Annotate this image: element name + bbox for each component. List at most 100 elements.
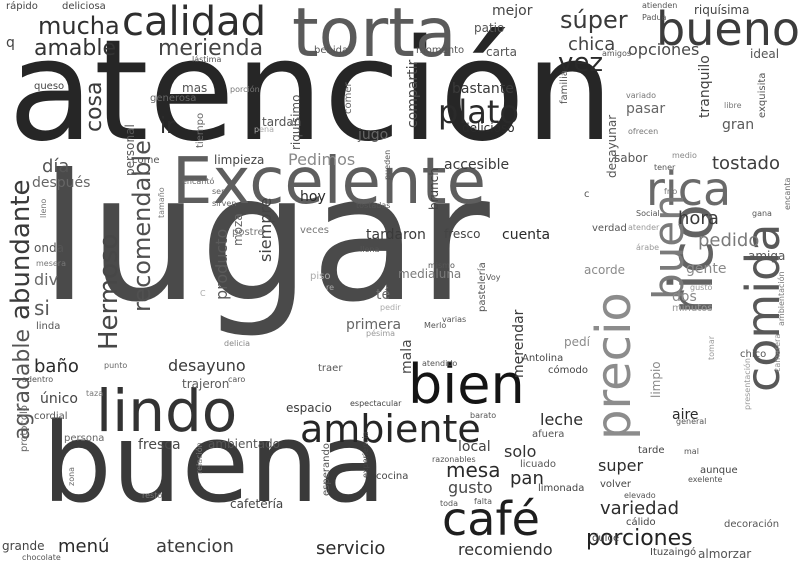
word-cuenta: cuenta — [502, 227, 551, 243]
word-medialuna: medialuna — [398, 267, 462, 281]
word-amable: amable — [34, 36, 117, 61]
word-pasar: pasar — [626, 101, 666, 117]
word-grande: grande — [2, 539, 45, 553]
word-medio: medio — [672, 151, 697, 160]
word-merlo: Merlo — [424, 321, 447, 330]
word-mucha: mucha — [38, 12, 120, 40]
word-precio: precio — [586, 292, 642, 440]
word-limonada: limonada — [538, 483, 585, 494]
word-tardaron: tardaron — [366, 227, 426, 243]
word-razonables: razonables — [432, 455, 476, 464]
word-caro: caro — [228, 375, 246, 384]
word-variado: variado — [626, 91, 657, 100]
word-c: C — [200, 289, 206, 298]
word-bueno: bueno — [656, 2, 800, 56]
word-exquisita: exquisita — [757, 72, 768, 118]
word-cordial: cordial — [34, 411, 68, 422]
word-dia: día — [42, 156, 70, 177]
word-desayuno: desayuno — [168, 356, 246, 375]
word-come: come — [132, 155, 160, 166]
word-fresca: fresca — [138, 437, 181, 453]
word-piso: piso — [310, 271, 331, 282]
word-torta: torta — [292, 0, 457, 73]
word-cocina: cocina — [376, 471, 409, 482]
word-onda: onda — [34, 241, 64, 255]
word-bien: bien — [408, 353, 525, 416]
word-libre: libre — [724, 101, 742, 110]
word-vez: vez — [558, 48, 604, 78]
word-tamano: tamaño — [157, 187, 166, 218]
word-leche: leche — [540, 410, 584, 429]
word-ambientacion: ambientación — [777, 271, 786, 326]
word-buena: buena — [42, 399, 387, 527]
word-gente: gente — [686, 261, 727, 277]
word-padua: Padua — [642, 13, 667, 22]
word-experiencia: experiencia — [361, 431, 370, 478]
word-resto: resto — [142, 491, 163, 500]
word-si: si — [34, 296, 50, 320]
word-ir: ir — [160, 114, 176, 139]
word-accesible: accesible — [444, 157, 510, 173]
word-servicio: servicio — [316, 538, 386, 559]
word-tarde: tarde — [638, 445, 665, 456]
word-super: super — [598, 456, 644, 475]
word-cafe: café — [442, 492, 540, 546]
word-lindo: lindo — [96, 377, 238, 445]
word-ambiente: ambiente — [300, 407, 481, 451]
word-punto: punto — [104, 361, 128, 370]
word-volver: volver — [600, 479, 631, 490]
word-espacio: espacio — [286, 401, 332, 415]
word-licuado: licuado — [520, 459, 556, 470]
word-pasteleria: pastelería — [477, 262, 488, 312]
word-almorzar: almorzar — [698, 547, 752, 561]
word-encanta: encanta — [783, 177, 792, 210]
word-hermoso: Hermoso — [94, 233, 124, 350]
word-gana: gana — [752, 209, 772, 218]
word-dulce: dulce — [592, 533, 620, 544]
word-limpieza: limpieza — [214, 153, 265, 167]
word-atencion: atención — [8, 10, 614, 173]
word-sabor: sabor — [614, 151, 648, 165]
word-rapido: rápido — [6, 1, 38, 12]
word-recomiendo: recomiendo — [458, 540, 553, 559]
word-riquisima: riquísima — [694, 3, 750, 17]
word-comodo: cómodo — [548, 365, 588, 376]
word-unico: único — [40, 391, 78, 407]
word-compartir: compartir — [405, 59, 421, 128]
word-aire: aire — [672, 407, 699, 423]
word-pueden: pueden — [383, 149, 392, 180]
word-re: re — [326, 283, 335, 292]
word-mal: mal — [684, 447, 699, 456]
word-momento: momento — [416, 45, 465, 56]
word-arabe: árabe — [636, 243, 660, 252]
word-personal: personal — [123, 124, 137, 176]
word-bebida: bebida — [314, 45, 349, 56]
word-chico: chico — [740, 349, 767, 360]
word-encanto: encantó — [182, 177, 215, 186]
word-tomar: tomar — [707, 335, 716, 360]
word-tostado: tostado — [712, 153, 780, 174]
word-voy: Voy — [486, 273, 501, 282]
word-mismo: mismo — [428, 261, 455, 270]
word-calido: cálido — [626, 517, 656, 528]
word-verdad: verdad — [592, 223, 627, 234]
word-atienden: atienden — [642, 1, 678, 10]
word-ser: ser — [212, 187, 225, 196]
word-sirven: sirven — [212, 199, 237, 208]
word-taza: taza — [86, 389, 104, 398]
word-chica: chica — [568, 34, 616, 55]
word-mala: mala — [399, 339, 415, 374]
word-deliciosa: deliciosa — [62, 1, 106, 12]
word-mesera: mesera — [36, 259, 66, 268]
word-amiga: amiga — [748, 249, 786, 263]
word-trajeron: trajeron — [182, 377, 230, 391]
word-pesima: pésima — [366, 329, 396, 338]
word-postre: postre — [232, 227, 264, 238]
word-tener: tener — [654, 163, 676, 172]
word-delicia: delicia — [224, 339, 250, 348]
word-fresco: fresco — [444, 227, 481, 241]
word-div: div — [34, 270, 59, 289]
word-queso: queso — [34, 81, 65, 92]
word-atender: atender — [628, 223, 660, 232]
